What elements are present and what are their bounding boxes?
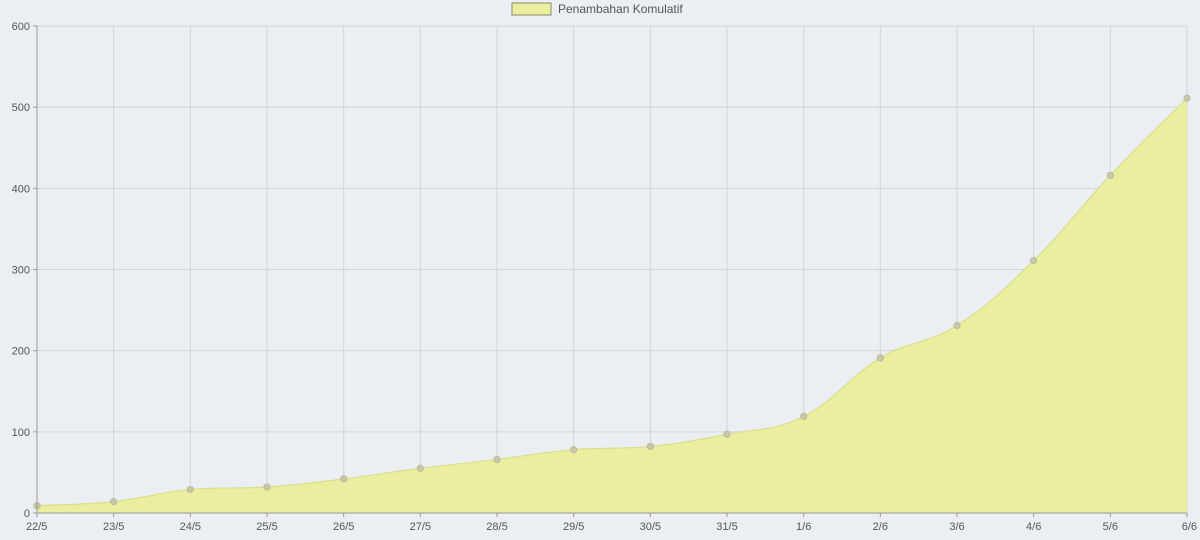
y-tick-label: 400 [12,183,30,195]
x-tick-label: 27/5 [410,521,431,533]
x-tick-label: 23/5 [103,521,124,533]
series-area [36,97,1188,513]
y-tick-label: 500 [12,102,30,114]
data-point[interactable] [263,483,271,491]
x-tick-label: 3/6 [949,521,964,533]
x-tick-label: 28/5 [486,521,507,533]
y-tick-label: 200 [12,346,30,358]
data-point[interactable] [186,485,194,494]
data-point[interactable] [876,354,884,362]
series-points [33,94,1191,510]
data-point[interactable] [1030,256,1038,265]
data-point[interactable] [340,475,348,483]
y-tick-label: 300 [12,265,30,277]
x-tick-label: 2/6 [873,521,888,533]
area-fill [37,98,1187,513]
x-tick-label: 5/6 [1103,521,1118,533]
data-point[interactable] [953,321,961,330]
data-point[interactable] [416,464,424,472]
legend[interactable]: Penambahan Komulatif [511,2,683,16]
data-point[interactable] [110,498,118,506]
x-tick-label: 30/5 [640,521,661,533]
data-point[interactable] [646,442,654,451]
data-point[interactable] [1106,171,1114,179]
x-tick-label: 22/5 [26,521,47,533]
legend-swatch[interactable] [511,2,552,16]
y-tick-label: 600 [12,21,30,33]
data-point[interactable] [723,430,731,438]
x-tick-label: 25/5 [256,521,277,533]
y-tick-labels: 0 100 200 300 400 500 600 [12,21,30,520]
x-tick-label: 31/5 [716,521,737,533]
y-tick-label: 100 [12,427,30,439]
x-tick-label: 26/5 [333,521,354,533]
data-point[interactable] [570,446,578,454]
axes [33,25,1188,517]
legend-label[interactable]: Penambahan Komulatif [558,2,683,16]
x-tick-label: 24/5 [180,521,201,533]
x-tick-label: 6/6 [1182,521,1197,533]
y-tick-label: 0 [24,508,30,520]
x-tick-label: 4/6 [1026,521,1041,533]
x-tick-label: 29/5 [563,521,584,533]
data-point[interactable] [493,455,501,464]
x-tick-label: 1/6 [796,521,811,533]
x-tick-labels: 22/5 23/5 24/5 25/5 26/5 27/5 28/5 29/5 30/5 31/5… [26,521,1197,533]
data-point[interactable] [1183,94,1191,102]
data-point[interactable] [800,412,808,421]
